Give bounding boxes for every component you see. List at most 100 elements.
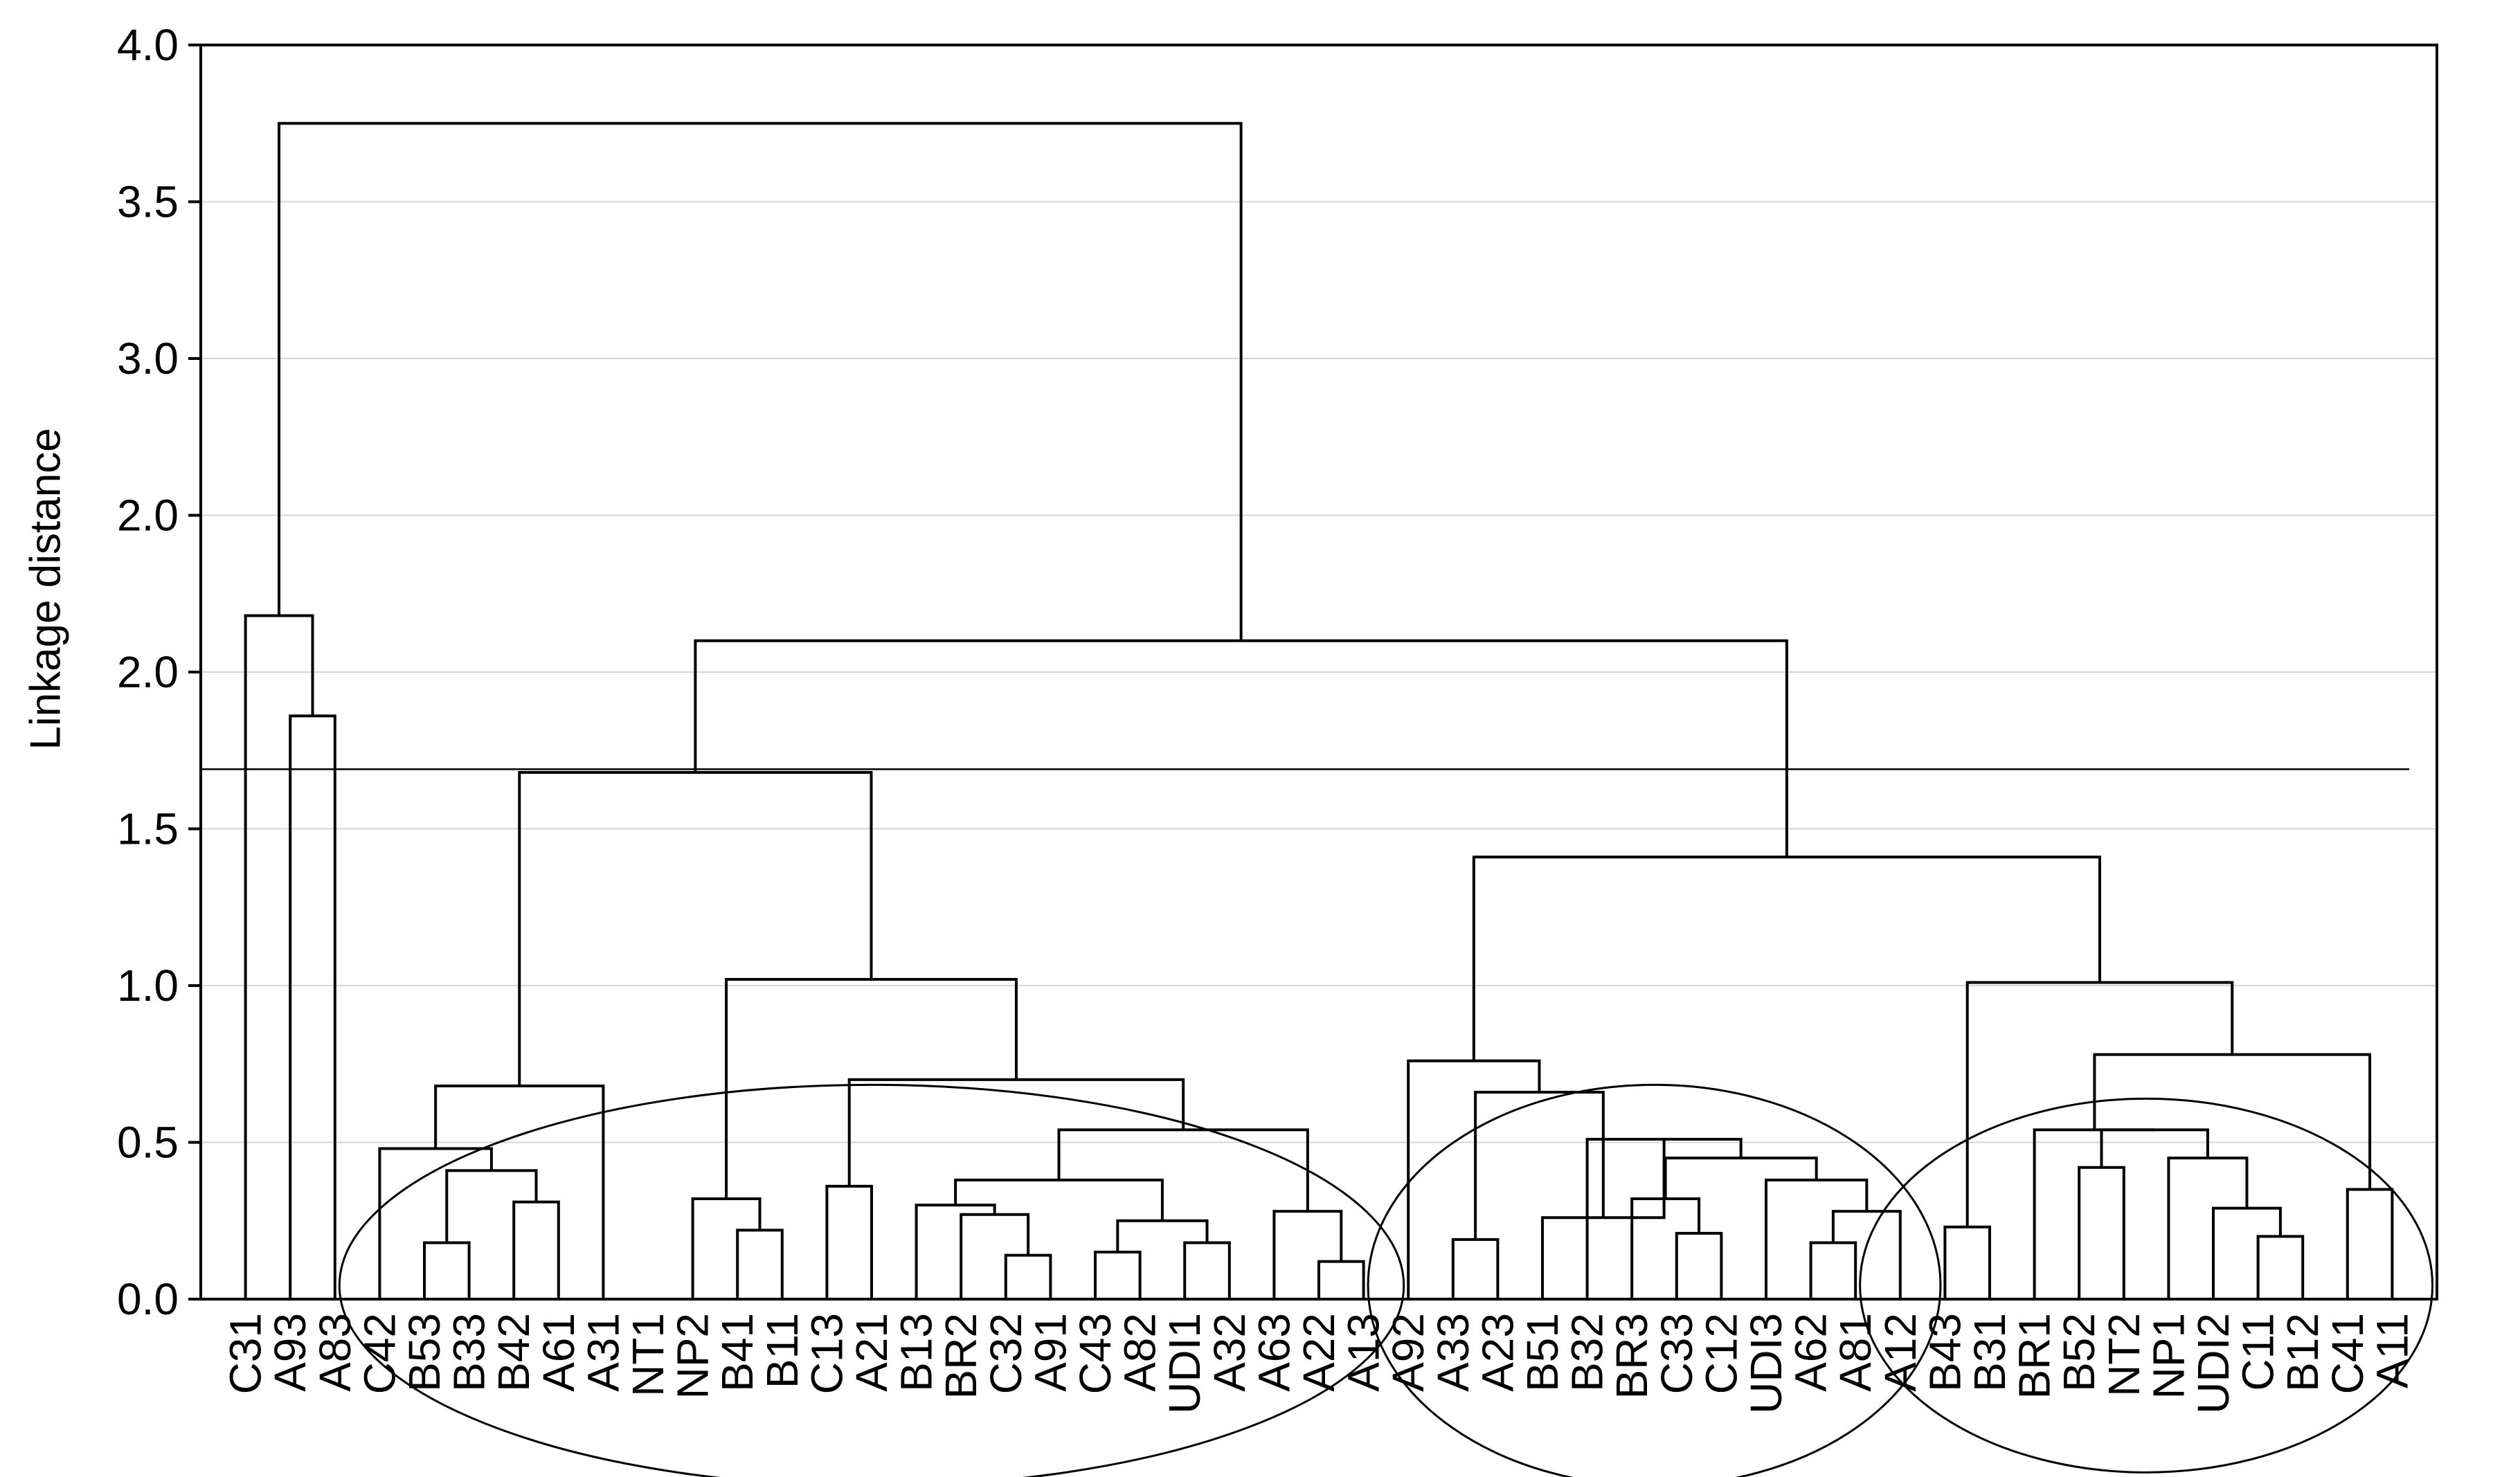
- dendrogram-link: [244, 614, 314, 1299]
- leaf-label: C32: [981, 1313, 1031, 1394]
- dendrogram-link: [518, 770, 873, 1086]
- plot-frame: [199, 44, 2438, 1301]
- dendrogram-link: [736, 1229, 784, 1299]
- dendrogram-link: [1630, 1197, 1701, 1299]
- dendrogram-link: [445, 1169, 538, 1243]
- leaf-label: C11: [2233, 1313, 2283, 1391]
- dendrogram-link: [1664, 1157, 1818, 1199]
- leaf-label: UDI1: [1160, 1313, 1209, 1414]
- dendrogram-link: [1407, 1059, 1541, 1299]
- dendrogram-link: [1451, 1238, 1500, 1299]
- dendrogram-link: [1183, 1241, 1231, 1299]
- leaf-label: A62: [1786, 1313, 1836, 1392]
- cluster-ellipse: [338, 1083, 1405, 1477]
- leaf-label: A92: [1383, 1313, 1433, 1392]
- leaf-labels: C31A93A83C42B53B33B42A61A31NT1NP2B41B11C…: [221, 1313, 2418, 1414]
- leaf-label: NP1: [2143, 1313, 2193, 1399]
- dendrogram-link: [1675, 1231, 1723, 1299]
- leaf-label: C33: [1652, 1313, 1702, 1394]
- leaf-label: B31: [1965, 1313, 2015, 1392]
- leaf-label: C42: [354, 1313, 404, 1394]
- y-tick-label: 4.0: [117, 20, 179, 70]
- dendrogram-link: [1965, 981, 2234, 1227]
- y-tick-label: 0.5: [117, 1118, 179, 1168]
- leaf-label: A13: [1339, 1313, 1389, 1392]
- leaf-label: A22: [1294, 1313, 1344, 1392]
- dendrogram-link: [694, 639, 1788, 858]
- dendrogram-link: [512, 1200, 560, 1299]
- y-axis-title: Linkage distance: [21, 428, 69, 750]
- dendrogram-link: [2033, 1128, 2155, 1299]
- dendrogram-link: [847, 1078, 1185, 1186]
- leaf-label: A21: [847, 1313, 897, 1392]
- leaf-label: BR1: [2010, 1313, 2060, 1399]
- leaf-label: C41: [2323, 1313, 2373, 1394]
- y-tick-label: 0.0: [117, 1274, 179, 1324]
- leaf-label: C12: [1696, 1313, 1746, 1394]
- dendrogram-link: [915, 1204, 996, 1299]
- leaf-label: A33: [1428, 1313, 1478, 1392]
- dendrogram-link: [1116, 1219, 1209, 1253]
- y-tick-label: 1.5: [117, 804, 179, 854]
- leaf-label: BR3: [1607, 1313, 1657, 1399]
- leaf-label: UDI3: [1741, 1313, 1791, 1414]
- dendrogram-link: [691, 1197, 762, 1299]
- leaf-label: A91: [1025, 1313, 1075, 1392]
- leaf-label: B33: [444, 1313, 494, 1392]
- dendrogram-link: [960, 1213, 1030, 1299]
- leaf-label: B53: [399, 1313, 449, 1392]
- leaf-label: A63: [1249, 1313, 1299, 1392]
- dendrogram-link: [2346, 1188, 2394, 1299]
- dendrogram-link: [1004, 1253, 1052, 1299]
- dendrogram-link: [278, 122, 1243, 641]
- leaf-label: A82: [1115, 1313, 1165, 1392]
- dendrogram-link: [2256, 1235, 2305, 1299]
- dendrogram-link: [1943, 1225, 1991, 1299]
- dendrogram-link: [2078, 1166, 2125, 1299]
- leaf-label: C43: [1070, 1313, 1120, 1394]
- grid-lines: [201, 201, 2437, 1143]
- leaf-label: B51: [1518, 1313, 1567, 1392]
- dendrogram-link: [2093, 1053, 2372, 1190]
- dendrogram-link: [423, 1241, 471, 1299]
- leaf-label: BR2: [936, 1313, 986, 1399]
- dendrogram-link: [289, 714, 336, 1299]
- leaf-label: B12: [2278, 1313, 2328, 1392]
- dendrogram-link: [1472, 855, 2101, 1061]
- dendrogram-link: [1765, 1178, 1869, 1299]
- leaf-label: B13: [892, 1313, 942, 1392]
- leaf-label: NT1: [623, 1313, 673, 1397]
- cluster-ellipse: [1859, 1097, 2434, 1474]
- leaf-label: B43: [1920, 1313, 1970, 1392]
- leaf-label: A83: [310, 1313, 360, 1392]
- y-tick-label: 2.0: [117, 647, 179, 697]
- leaf-label: C13: [802, 1313, 852, 1394]
- dendrogram-link: [825, 1184, 873, 1299]
- y-tick-label: 2.0: [117, 491, 179, 541]
- leaf-label: A31: [578, 1313, 628, 1392]
- leaf-label: C31: [221, 1313, 271, 1394]
- leaf-label: NT2: [2099, 1313, 2149, 1397]
- y-axis-ticks: 0.0 0.5 1.0 1.5 2.0 2.0 3.0 3.5 4.0: [117, 20, 201, 1324]
- y-tick-label: 1.0: [117, 961, 179, 1011]
- leaf-label: UDI2: [2188, 1313, 2238, 1414]
- leaf-label: A61: [534, 1313, 584, 1392]
- leaf-label: B52: [2054, 1313, 2104, 1392]
- dendrogram-link: [1272, 1210, 1343, 1299]
- dendrogram-links: [244, 122, 2394, 1299]
- dendrogram-link: [2100, 1128, 2209, 1168]
- cluster-ellipse: [1367, 1083, 1942, 1477]
- leaf-label: B32: [1563, 1313, 1612, 1392]
- dendrogram-link: [1317, 1260, 1365, 1299]
- leaf-label: B11: [757, 1313, 807, 1388]
- leaf-label: B42: [489, 1313, 539, 1392]
- leaf-label: A93: [265, 1313, 315, 1392]
- dendrogram-link: [2167, 1157, 2249, 1299]
- dendrogram-link: [1809, 1241, 1857, 1299]
- leaf-label: A23: [1473, 1313, 1522, 1392]
- y-tick-label: 3.5: [117, 177, 179, 227]
- cluster-ellipses: [338, 1083, 2434, 1477]
- leaf-label: A32: [1205, 1313, 1254, 1392]
- leaf-label: A81: [1830, 1313, 1880, 1392]
- dendrogram-link: [1094, 1251, 1142, 1299]
